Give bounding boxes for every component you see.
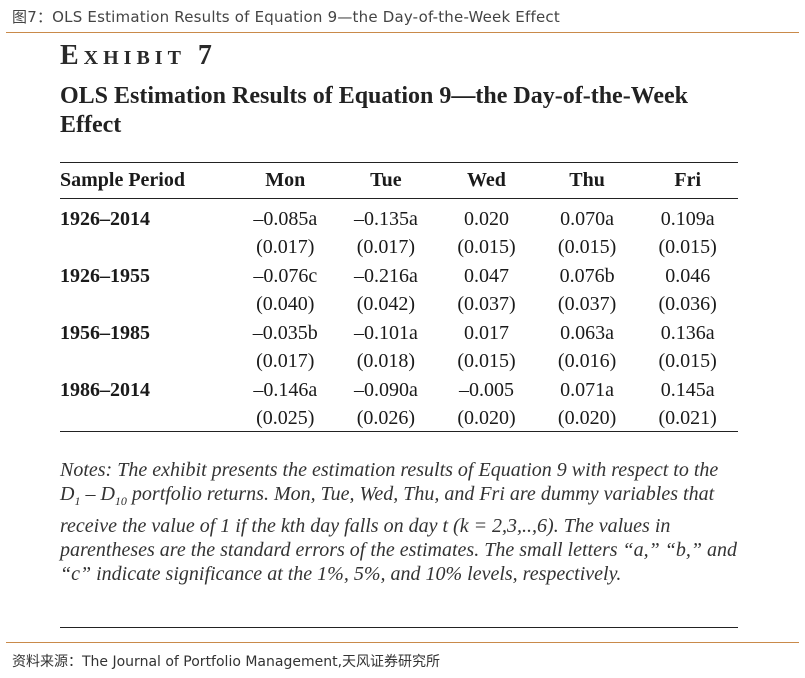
tue-std-error: (0.018) (356, 350, 416, 373)
sample-period: 1986–2014 (60, 378, 150, 401)
fri-std-error: (0.021) (658, 407, 717, 430)
notes-d1-subscript: 1 (74, 494, 81, 509)
wed-std-error: (0.015) (457, 350, 516, 373)
tue-estimate: –0.090a (353, 378, 418, 401)
fri-estimate: 0.136a (660, 321, 715, 344)
header-thu: Thu (569, 169, 605, 191)
table-notes: Notes: The exhibit presents the estimati… (60, 458, 740, 586)
header-mon: Mon (265, 169, 306, 191)
mon-std-error: (0.017) (256, 350, 315, 373)
fri-std-error: (0.036) (658, 293, 717, 316)
exhibit-label: Exhibit 7 (60, 40, 217, 71)
thu-estimate: 0.063a (560, 321, 615, 344)
mon-std-error: (0.040) (256, 293, 315, 316)
mon-estimate: –0.146a (253, 378, 318, 401)
thu-estimate: 0.076b (559, 264, 615, 287)
wed-estimate: 0.047 (463, 264, 509, 287)
fri-estimate: 0.046 (665, 264, 711, 287)
sample-period: 1956–1985 (60, 321, 150, 344)
header-wed: Wed (467, 169, 506, 191)
thu-estimate: 0.070a (560, 207, 615, 230)
tue-std-error: (0.026) (356, 407, 416, 430)
tue-estimate: –0.216a (353, 264, 418, 287)
mon-std-error: (0.017) (256, 236, 315, 259)
thu-std-error: (0.020) (557, 407, 617, 430)
fri-std-error: (0.015) (658, 236, 717, 259)
tue-std-error: (0.017) (356, 236, 416, 259)
wed-std-error: (0.020) (457, 407, 516, 430)
thu-std-error: (0.037) (557, 293, 617, 316)
table-row-estimates: 1926–1955 –0.076c –0.216a 0.047 0.076b 0… (60, 262, 738, 291)
results-table: Sample Period Mon Tue Wed Thu Fri 1926–2… (60, 164, 738, 433)
header-tue: Tue (370, 169, 402, 191)
header-sample-period: Sample Period (60, 169, 185, 191)
header-fri: Fri (674, 169, 702, 191)
tue-estimate: –0.135a (353, 207, 418, 230)
source-divider (6, 642, 799, 643)
mon-estimate: –0.085a (253, 207, 318, 230)
table-row-std-errors: (0.017) (0.017) (0.015) (0.015) (0.015) (60, 234, 738, 263)
table-spacer (60, 197, 738, 205)
table-top-rule (60, 162, 738, 163)
notes-d10: D (100, 483, 115, 506)
figure-caption: 图7：OLS Estimation Results of Equation 9—… (12, 8, 560, 26)
table-header-row: Sample Period Mon Tue Wed Thu Fri (60, 164, 738, 197)
sample-period: 1926–2014 (60, 207, 150, 230)
caption-divider (6, 32, 799, 33)
mon-estimate: –0.076c (253, 264, 318, 287)
exhibit-title: OLS Estimation Results of Equation 9—the… (60, 83, 689, 138)
tue-std-error: (0.042) (356, 293, 416, 316)
fri-estimate: 0.109a (660, 207, 715, 230)
thu-estimate: 0.071a (560, 378, 615, 401)
wed-estimate: 0.020 (463, 207, 509, 230)
wed-std-error: (0.015) (457, 236, 516, 259)
wed-estimate: 0.017 (463, 321, 509, 344)
thu-std-error: (0.015) (557, 236, 617, 259)
mon-estimate: –0.035b (252, 321, 318, 344)
table-row-estimates: 1926–2014 –0.085a –0.135a 0.020 0.070a 0… (60, 205, 738, 234)
fri-estimate: 0.145a (660, 378, 715, 401)
notes-text-part1: Notes: The exhibit presents the estimati… (60, 459, 719, 481)
wed-std-error: (0.037) (457, 293, 516, 316)
notes-text-part2: portfolio returns. Mon, Tue, Wed, Thu, a… (60, 483, 738, 586)
wed-estimate: –0.005 (458, 378, 514, 401)
table-row-std-errors: (0.040) (0.042) (0.037) (0.037) (0.036) (60, 291, 738, 320)
thu-std-error: (0.016) (557, 350, 617, 373)
table-row-estimates: 1986–2014 –0.146a –0.090a –0.005 0.071a … (60, 376, 738, 405)
sample-period: 1926–1955 (60, 264, 150, 287)
notes-d10-subscript: 10 (114, 494, 127, 509)
notes-dash: – (80, 483, 101, 506)
mon-std-error: (0.025) (256, 407, 315, 430)
table-row-std-errors: (0.017) (0.018) (0.015) (0.016) (0.015) (60, 348, 738, 377)
notes-d1: D (60, 483, 75, 506)
fri-std-error: (0.015) (658, 350, 717, 373)
table-row-estimates: 1956–1985 –0.035b –0.101a 0.017 0.063a 0… (60, 319, 738, 348)
table-bottom-rule (60, 431, 738, 432)
table-row-std-errors: (0.025) (0.026) (0.020) (0.020) (0.021) (60, 405, 738, 434)
source-line: 资料来源：The Journal of Portfolio Management… (12, 654, 441, 670)
tue-estimate: –0.101a (353, 321, 418, 344)
notes-bottom-rule (60, 627, 738, 628)
table-header-rule (60, 198, 738, 199)
